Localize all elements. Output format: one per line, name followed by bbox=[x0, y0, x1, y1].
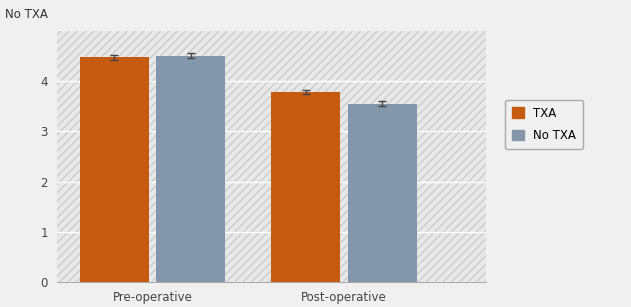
Bar bbox=[271, 92, 340, 282]
Text: No TXA: No TXA bbox=[5, 8, 48, 21]
Legend: TXA, No TXA: TXA, No TXA bbox=[505, 99, 583, 149]
Bar bbox=[348, 104, 417, 282]
Bar bbox=[156, 56, 225, 282]
Bar bbox=[80, 57, 149, 282]
